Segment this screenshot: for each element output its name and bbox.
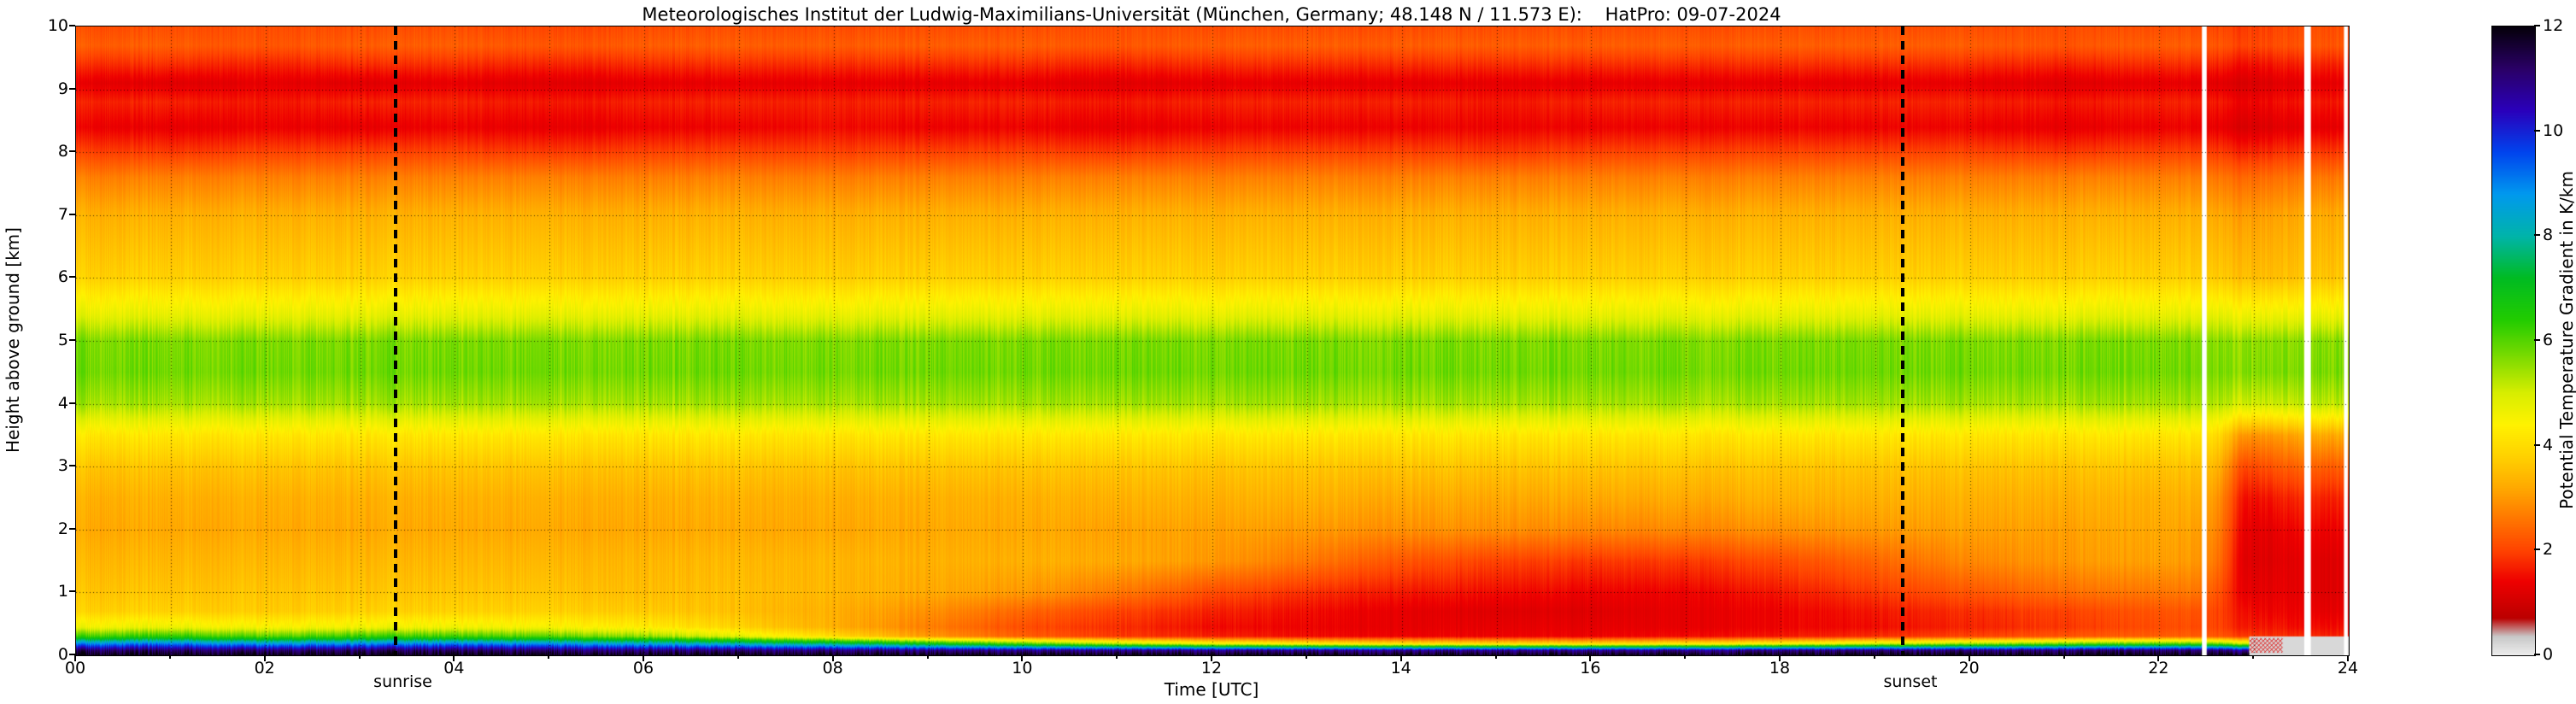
colorbar-tick-mark: [2534, 129, 2540, 132]
y-tick-mark: [69, 213, 75, 215]
x-tick-mark: [2347, 655, 2349, 661]
colorbar-tick-label: 12: [2543, 16, 2564, 35]
x-tick-mark: [2157, 655, 2160, 661]
x-tick-label: 14: [1390, 659, 1411, 678]
x-tick-mark: [1305, 655, 1307, 659]
x-tick-label: 22: [2148, 659, 2169, 678]
y-tick-mark: [69, 25, 75, 26]
heatmap-canvas: [76, 26, 2349, 655]
y-tick-label: 5: [57, 331, 68, 349]
x-tick-mark: [643, 655, 644, 661]
x-axis-label: Time [UTC]: [1164, 679, 1259, 700]
x-tick-mark: [1589, 655, 1592, 661]
y-tick-label: 9: [57, 79, 68, 98]
x-tick-mark: [1399, 655, 1402, 661]
x-tick-mark: [168, 655, 171, 659]
colorbar-tick-label: 10: [2543, 120, 2564, 140]
plot-area: [75, 26, 2350, 656]
x-tick-label: 06: [632, 659, 654, 678]
colorbar-tick-mark: [2534, 654, 2540, 655]
colorbar-tick-label: 8: [2543, 226, 2554, 245]
x-tick-mark: [1116, 655, 1118, 659]
y-tick-label: 6: [57, 267, 68, 287]
y-tick-mark: [69, 150, 75, 153]
x-tick-mark: [1684, 655, 1687, 659]
y-tick-label: 2: [57, 519, 68, 538]
x-tick-label: 04: [443, 659, 465, 678]
sunset-label: sunset: [1883, 672, 1938, 691]
x-tick-label: 16: [1580, 659, 1601, 678]
x-tick-label: 00: [64, 659, 86, 678]
colorbar-tick-label: 2: [2543, 540, 2554, 560]
y-tick-mark: [69, 402, 75, 404]
x-tick-label: 02: [254, 659, 275, 678]
x-tick-label: 12: [1200, 659, 1223, 678]
colorbar-tick-mark: [2534, 443, 2540, 446]
y-tick-mark: [69, 590, 75, 593]
x-tick-mark: [1494, 655, 1497, 659]
y-tick-label: 7: [57, 204, 68, 224]
y-tick-label: 8: [57, 142, 68, 161]
y-tick-label: 1: [57, 582, 68, 601]
x-tick-label: 20: [1958, 659, 1980, 678]
x-tick-mark: [1968, 655, 1970, 661]
colorbar-label: Potential Temperature Gradient in K/km: [2556, 171, 2576, 509]
x-tick-mark: [2063, 655, 2065, 659]
x-tick-mark: [1211, 655, 1212, 661]
colorbar-tick-mark: [2534, 234, 2540, 237]
x-tick-mark: [736, 655, 739, 659]
y-tick-mark: [69, 87, 75, 90]
x-tick-mark: [74, 655, 76, 661]
x-tick-mark: [548, 655, 550, 659]
y-tick-mark: [69, 654, 75, 655]
x-tick-mark: [1779, 655, 1781, 661]
sunset-line: [1900, 26, 1904, 655]
x-tick-mark: [453, 655, 455, 661]
x-tick-mark: [926, 655, 929, 659]
y-axis-label: Height above ground [km]: [3, 227, 23, 453]
colorbar-tick-label: 6: [2543, 331, 2554, 349]
x-tick-mark: [1021, 655, 1024, 661]
sunrise-label: sunrise: [373, 672, 432, 691]
y-tick-label: 4: [57, 393, 68, 413]
colorbar-tick-mark: [2534, 25, 2540, 26]
x-tick-mark: [831, 655, 834, 661]
x-tick-mark: [1873, 655, 1875, 659]
y-tick-mark: [69, 276, 75, 279]
sunrise-line: [393, 26, 397, 655]
y-tick-mark: [69, 465, 75, 467]
x-tick-label: 10: [1012, 659, 1033, 678]
x-tick-mark: [358, 655, 361, 659]
y-tick-label: 3: [57, 456, 68, 476]
y-tick-label: 0: [57, 645, 68, 664]
x-tick-label: 18: [1769, 659, 1791, 678]
y-tick-label: 10: [47, 16, 68, 35]
colorbar-tick-mark: [2534, 339, 2540, 341]
colorbar: [2491, 26, 2536, 656]
x-tick-label: 24: [2337, 659, 2359, 678]
chart-title: Meteorologisches Institut der Ludwig-Max…: [642, 4, 1781, 25]
colorbar-tick-label: 0: [2543, 645, 2554, 664]
colorbar-canvas: [2492, 26, 2535, 655]
colorbar-tick-label: 4: [2543, 435, 2554, 455]
x-tick-label: 08: [822, 659, 843, 678]
y-tick-mark: [69, 339, 75, 341]
y-tick-mark: [69, 527, 75, 530]
x-tick-mark: [263, 655, 266, 661]
colorbar-tick-mark: [2534, 549, 2540, 551]
x-tick-mark: [2252, 655, 2255, 659]
